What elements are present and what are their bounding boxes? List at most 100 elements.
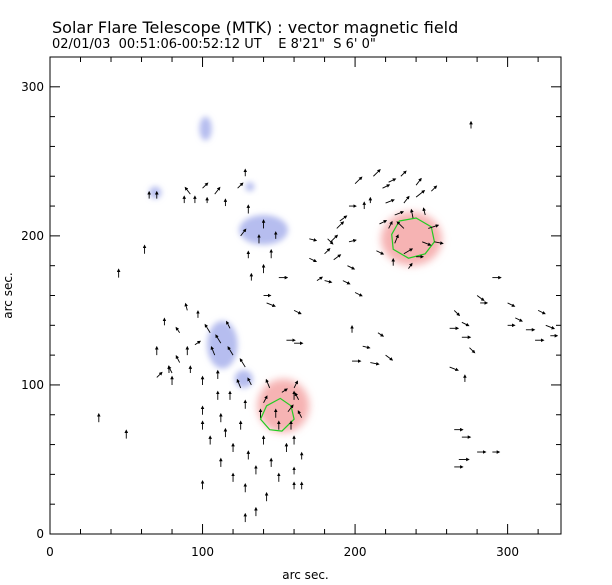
field-vector (348, 239, 357, 243)
y-tick-label: 300 (21, 80, 44, 94)
field-vector (388, 178, 397, 183)
field-vector (422, 207, 426, 216)
negative-polarity-region (234, 370, 253, 388)
field-vector (266, 302, 276, 307)
field-vector (316, 276, 324, 281)
field-vector (347, 265, 356, 270)
field-vector (214, 186, 221, 195)
negative-polarity-region (207, 320, 238, 369)
field-vector (434, 241, 444, 245)
field-vector (202, 182, 209, 189)
field-vector (324, 248, 331, 255)
field-vector (507, 302, 516, 307)
field-vector (336, 221, 345, 229)
field-vector (333, 254, 342, 261)
field-vector (515, 317, 523, 322)
field-vector (449, 366, 459, 372)
field-vector (330, 234, 339, 243)
contour-lines (259, 217, 436, 432)
field-vector (415, 190, 426, 198)
field-vector (227, 346, 234, 356)
negative-polarity-region (245, 182, 255, 192)
x-tick-label: 0 (46, 545, 54, 559)
axis-ticks: 0 100 200 300 0 100 200 300 (21, 56, 561, 559)
field-vector (476, 295, 485, 302)
field-vector (297, 410, 303, 418)
field-vector (293, 310, 302, 315)
field-vector (382, 184, 391, 189)
field-vector (168, 365, 173, 374)
field-vector (184, 302, 188, 311)
field-contour (391, 217, 436, 259)
field-vector (385, 199, 395, 204)
field-vector (281, 388, 288, 393)
field-vector (431, 185, 438, 192)
field-vector (354, 292, 363, 297)
x-tick-label: 100 (191, 545, 214, 559)
field-vector (408, 262, 413, 269)
field-vector (370, 361, 380, 366)
y-tick-label: 200 (21, 229, 44, 243)
x-tick-label: 200 (344, 545, 367, 559)
field-vector (403, 195, 410, 204)
negative-polarity-region (199, 116, 212, 141)
field-vector (394, 211, 405, 216)
field-vector (410, 208, 414, 219)
x-tick-label: 300 (496, 545, 519, 559)
chart-title: Solar Flare Telescope (MTK) : vector mag… (52, 18, 459, 37)
field-vector (379, 220, 388, 225)
field-vector (239, 358, 246, 368)
field-vector (377, 332, 385, 337)
field-vector (184, 186, 191, 195)
field-vector (394, 234, 399, 244)
field-vector (415, 177, 422, 186)
field-vector (339, 215, 348, 222)
field-vector (287, 404, 294, 413)
negative-polarity-region (149, 186, 162, 199)
y-tick-label: 100 (21, 378, 44, 392)
x-axis-label: arc sec. (282, 568, 328, 582)
field-vector (309, 257, 318, 263)
field-vector (265, 378, 271, 389)
field-vector (175, 326, 181, 334)
y-tick-label: 0 (36, 527, 44, 541)
field-vector (342, 280, 351, 285)
y-axis-label: arc sec. (1, 272, 15, 318)
magnetic-vectors (97, 120, 559, 523)
field-vector (388, 220, 393, 229)
negative-polarity-region (239, 215, 288, 245)
field-vector (309, 238, 318, 242)
field-vector (194, 340, 201, 346)
field-vector (385, 354, 394, 361)
chart-subtitle: 02/01/03 00:51:06-00:52:12 UT E 8'21" S … (52, 37, 376, 52)
field-vector (240, 228, 247, 237)
field-vector (422, 241, 432, 246)
field-vector (396, 221, 405, 229)
field-vector (362, 345, 371, 349)
field-vector (293, 380, 298, 389)
field-vector (354, 176, 363, 185)
field-vector (175, 355, 181, 363)
field-vector (263, 395, 268, 404)
field-vector (226, 320, 231, 329)
field-vector (400, 170, 407, 177)
field-vector (236, 378, 242, 389)
field-vector (210, 346, 216, 356)
field-vector (461, 321, 470, 327)
plot-frame (49, 56, 562, 535)
field-vector (294, 392, 300, 401)
field-contour (259, 397, 295, 432)
field-vector (403, 248, 414, 255)
field-vector (428, 224, 440, 229)
field-vector (537, 310, 546, 315)
field-vector (327, 238, 334, 245)
field-vector (247, 377, 252, 386)
field-vector (324, 279, 333, 284)
field-vector (545, 324, 556, 330)
field-vector (204, 323, 211, 334)
field-vector (215, 334, 222, 344)
field-vector (373, 169, 381, 177)
field-vector (453, 310, 461, 317)
field-vector (469, 347, 476, 354)
